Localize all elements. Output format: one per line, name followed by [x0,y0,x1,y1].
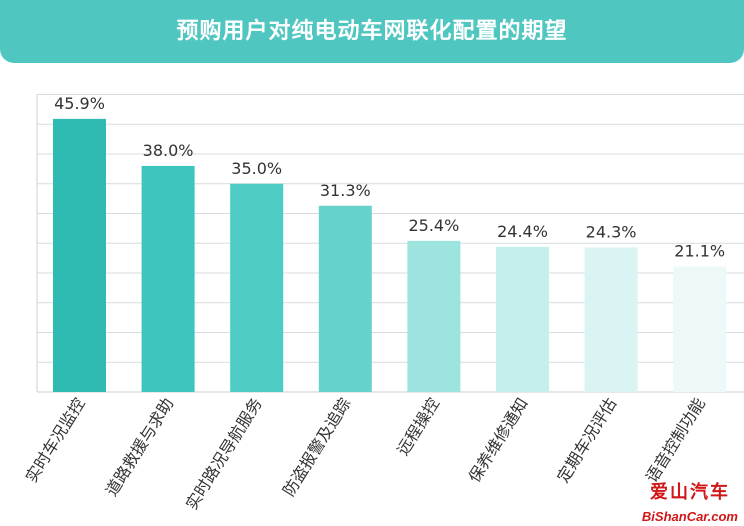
data-label-1: 45.9% [54,94,105,113]
category-label-5: 远程操控 [393,394,443,458]
data-label-3: 35.0% [231,159,282,178]
data-label-4: 31.3% [320,181,371,200]
bar-4 [318,205,372,392]
data-label-8: 21.1% [674,241,725,260]
bar-8 [673,266,727,392]
data-label-5: 25.4% [408,216,459,235]
category-label-6: 保养维修通知 [465,394,532,485]
data-label-6: 24.4% [497,222,548,241]
category-label-3: 实时路况导航服务 [182,394,266,513]
category-label-8: 语音控制功能 [642,394,709,485]
bar-7 [584,247,638,392]
title-bar [0,0,744,63]
bar-2 [141,165,195,392]
bar-1 [53,118,106,393]
category-label-2: 道路救援与求助 [102,394,177,499]
watermark-en: BiShanCar.com [641,509,738,524]
watermark-logo: 爱山汽车 BiShanCar.com [618,478,738,524]
data-label-2: 38.0% [143,141,194,160]
chart-title: 预购用户对纯电动车网联化配置的期望 [176,19,568,44]
watermark-cn: 爱山汽车 [650,482,730,503]
category-label-7: 定期车况评估 [553,394,620,485]
bar-6 [496,246,549,392]
bar-5 [407,240,461,392]
category-label-1: 实时车况监控 [22,394,89,485]
data-label-7: 24.3% [586,222,637,241]
category-label-4: 防盗报警及追踪 [279,394,354,499]
bar-3 [230,183,284,392]
